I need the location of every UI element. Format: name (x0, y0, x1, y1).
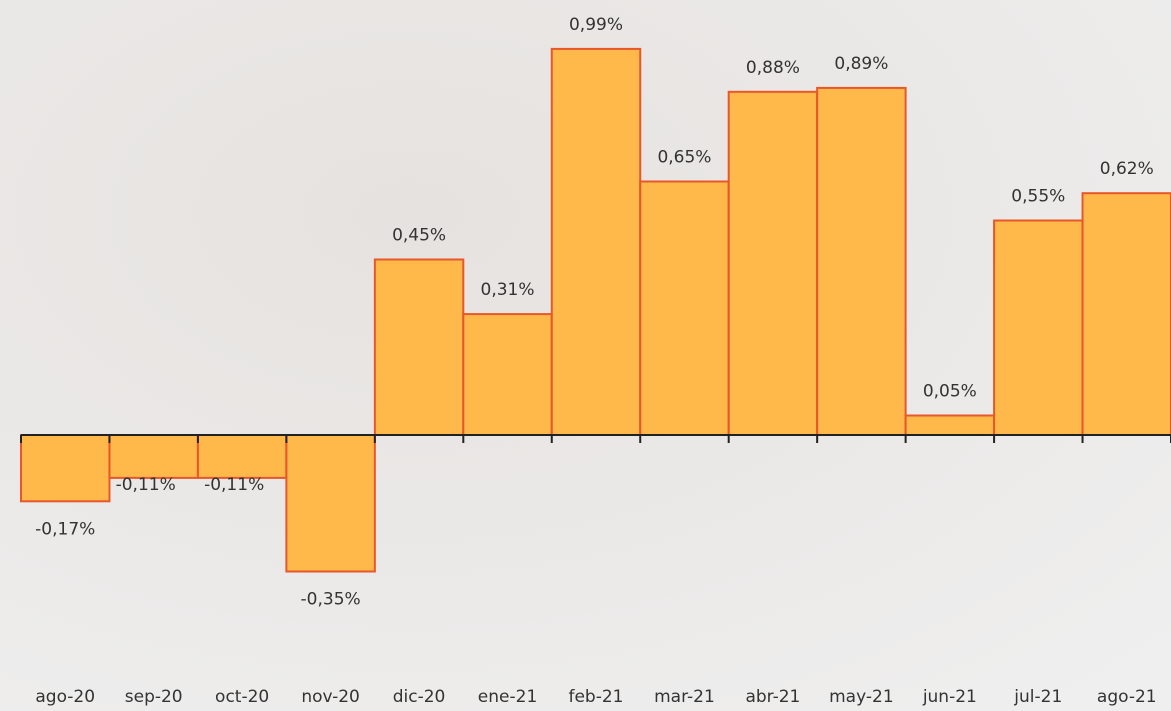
bar (198, 435, 286, 478)
value-label: -0,35% (301, 590, 361, 610)
x-tick-label: mar-21 (654, 687, 715, 707)
bar (552, 49, 640, 435)
bar (906, 416, 994, 436)
value-label: 0,55% (1011, 187, 1065, 207)
bar (463, 314, 551, 435)
value-label: 0,05% (923, 382, 977, 402)
x-tick-label: abr-21 (745, 687, 800, 707)
bar (286, 435, 374, 572)
value-label: 0,99% (569, 15, 623, 35)
bar (729, 92, 817, 435)
value-label: -0,17% (35, 519, 95, 539)
value-label: 0,89% (834, 54, 888, 74)
value-label: 0,62% (1100, 159, 1154, 179)
value-label: 0,31% (481, 280, 535, 300)
x-tick-label: sep-20 (125, 687, 183, 707)
x-tick-label: may-21 (829, 687, 894, 707)
x-tick-label: jun-21 (922, 687, 977, 707)
bar (817, 88, 905, 435)
bar (109, 435, 197, 478)
value-label: -0,11% (204, 475, 264, 495)
x-tick-label: jul-21 (1013, 687, 1062, 707)
page: -0,17% ago-20 -0,11% sep-20 -0,11% oct-20 -0,3… (0, 0, 1171, 711)
x-tick-label: ago-21 (1097, 687, 1157, 707)
bar (1083, 193, 1171, 435)
value-label: 0,65% (657, 148, 711, 168)
value-label: 0,45% (392, 226, 446, 246)
bar (994, 221, 1082, 436)
chart: -0,17% ago-20 -0,11% sep-20 -0,11% oct-20 -0,3… (0, 0, 1171, 711)
bar (21, 435, 109, 501)
bar (640, 182, 728, 436)
x-tick-label: dic-20 (393, 687, 446, 707)
x-tick-label: oct-20 (215, 687, 269, 707)
value-label: -0,11% (116, 475, 176, 495)
x-tick-label: ene-21 (478, 687, 537, 707)
bar (375, 260, 463, 436)
x-tick-label: ago-20 (35, 687, 95, 707)
x-tick-label: feb-21 (568, 687, 623, 707)
value-label: 0,88% (746, 58, 800, 78)
x-tick-label: nov-20 (301, 687, 360, 707)
